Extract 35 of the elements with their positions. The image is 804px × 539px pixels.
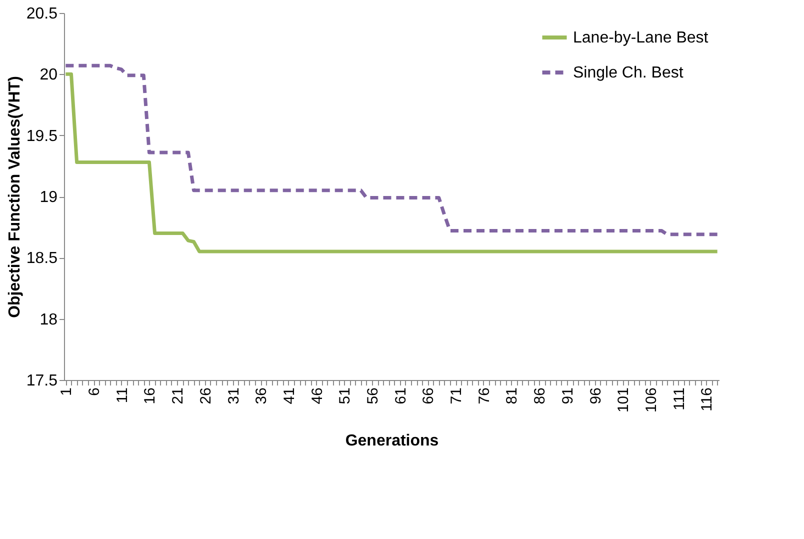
x-tick-label: 41 <box>280 388 298 404</box>
x-tick-label: 46 <box>308 388 326 404</box>
x-tick-label: 106 <box>642 388 660 413</box>
x-tick-label: 6 <box>86 388 104 396</box>
legend-label: Lane-by-Lane Best <box>573 30 709 46</box>
x-tick-label: 71 <box>448 388 466 404</box>
x-tick-label: 116 <box>698 388 716 412</box>
x-tick-label: 36 <box>253 388 270 404</box>
legend-label: Single Ch. Best <box>573 64 684 82</box>
x-tick-label: 76 <box>476 388 493 404</box>
y-tick-label: 18 <box>40 311 58 328</box>
y-tick-label: 17.5 <box>26 372 58 390</box>
x-tick-label: 66 <box>420 388 438 404</box>
x-tick-label: 56 <box>364 388 382 404</box>
x-tick-label: 21 <box>170 388 187 404</box>
y-tick-label: 18.5 <box>26 250 58 268</box>
x-tick-label: 11 <box>114 388 131 404</box>
x-tick-label: 86 <box>532 388 549 404</box>
x-tick-label: 96 <box>587 388 604 404</box>
x-tick-label: 31 <box>225 388 242 404</box>
y-axis-title: Objective Function Values(VHT) <box>6 76 24 318</box>
x-tick-label: 101 <box>615 388 632 413</box>
x-tick-label: 1 <box>58 388 76 396</box>
x-tick-label: 81 <box>504 388 521 404</box>
x-tick-label: 91 <box>559 388 576 404</box>
x-tick-label: 26 <box>197 388 214 404</box>
y-tick-label: 20.5 <box>26 6 58 22</box>
x-tick-label: 111 <box>670 388 688 410</box>
x-axis-title: Generations <box>345 432 439 450</box>
y-tick-label: 19 <box>40 189 58 206</box>
x-tick-label: 61 <box>392 388 410 404</box>
y-tick-label: 20 <box>40 66 58 84</box>
x-tick-label: 16 <box>142 388 159 404</box>
x-tick-label: 51 <box>336 388 354 404</box>
y-tick-label: 19.5 <box>26 128 58 145</box>
